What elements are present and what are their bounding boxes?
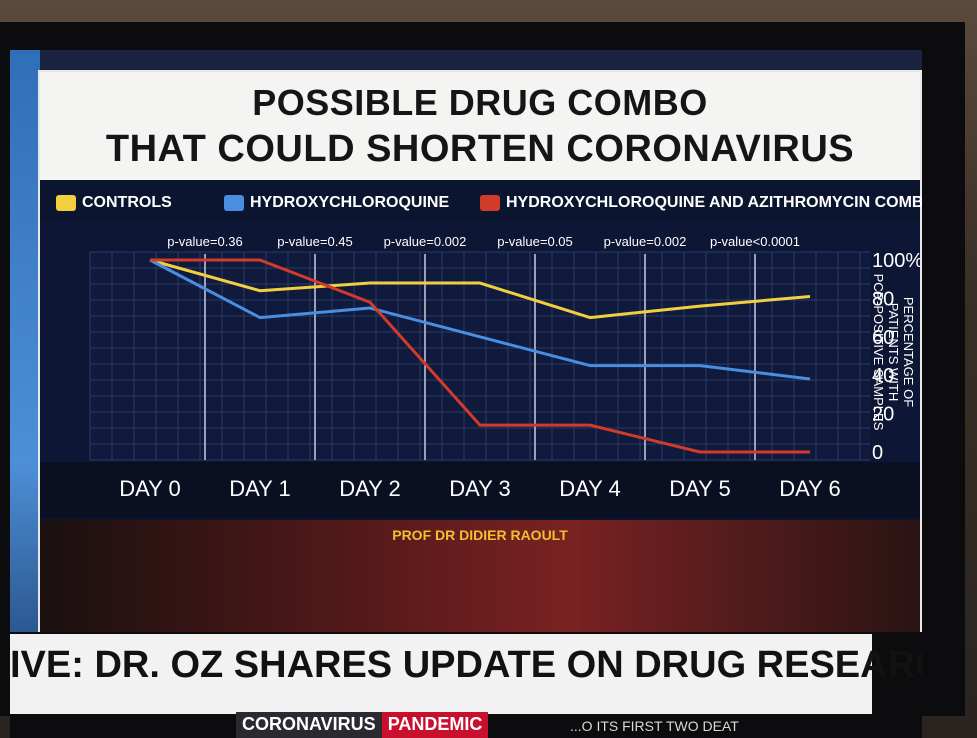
tv-bezel: POSSIBLE DRUG COMBO THAT COULD SHORTEN C… (0, 22, 965, 738)
x-tick-label: DAY 6 (779, 476, 841, 501)
y-axis-label-line: PATIENTS WITH (886, 303, 901, 401)
series-line-hcq (149, 258, 811, 381)
video-strip (40, 520, 920, 632)
legend-label-combo: HYDROXYCHLOROQUINE AND AZITHROMYCIN COMB… (506, 194, 922, 211)
y-tick-label: 80 (872, 288, 894, 310)
x-tick-label: DAY 5 (669, 476, 731, 501)
chart-card: POSSIBLE DRUG COMBO THAT COULD SHORTEN C… (38, 70, 922, 634)
tv-screen: POSSIBLE DRUG COMBO THAT COULD SHORTEN C… (10, 50, 922, 738)
p-value-label: p-value=0.36 (167, 234, 243, 249)
series-line-combo (150, 258, 810, 454)
p-value-label: p-value=0.05 (497, 234, 573, 249)
p-value-label: p-value<0.0001 (710, 234, 800, 249)
sub-ticker: ...O ITS FIRST TWO DEAT (570, 718, 739, 734)
p-value-labels: p-value=0.36 p-value=0.45 p-value=0.002 p-v… (167, 234, 800, 249)
y-axis-label-line: PERCENTAGE OF (901, 297, 916, 407)
y-tick-label: 60 (872, 327, 894, 349)
legend-label-controls: CONTROLS (82, 194, 172, 211)
legend-label-hcq: HYDROXYCHLOROQUINE (250, 194, 450, 211)
legend-swatch-controls (56, 195, 76, 211)
legend-swatch-combo (480, 195, 500, 211)
legend-hcq: HYDROXYCHLOROQUINE (224, 192, 449, 214)
legend: CONTROLS HYDROXYCHLOROQUINE HYDROXYCHLOR… (48, 186, 922, 218)
lower-third: IVE: DR. OZ SHARES UPDATE ON DRUG RESEAR… (10, 632, 922, 738)
title-line-1: POSSIBLE DRUG COMBO (252, 82, 708, 123)
y-tick-labels: 100% 80 60 40 20 0 (872, 250, 920, 464)
p-value-label: p-value=0.45 (277, 234, 353, 249)
p-value-label: p-value=0.002 (604, 234, 687, 249)
legend-combo: HYDROXYCHLOROQUINE AND AZITHROMYCIN COMB… (480, 192, 922, 214)
y-axis-label-line: PCR-POSITIVE SAMPLES (871, 274, 886, 431)
series-lines (149, 258, 811, 454)
screen-left-strip (10, 50, 40, 738)
headline-bar: IVE: DR. OZ SHARES UPDATE ON DRUG RESEAR… (10, 634, 922, 714)
x-tick-label: DAY 4 (559, 476, 621, 501)
legend-controls: CONTROLS (56, 192, 172, 214)
title-line-2: THAT COULD SHORTEN CORONAVIRUS (105, 128, 855, 170)
title-box: POSSIBLE DRUG COMBO THAT COULD SHORTEN C… (40, 72, 920, 180)
source-credit: PROF DR DIDIER RAOULT (392, 527, 568, 543)
p-value-label: p-value=0.002 (384, 234, 467, 249)
y-tick-label: 100% (872, 250, 920, 272)
y-tick-label: 0 (872, 442, 883, 464)
line-chart: p-value=0.36 p-value=0.45 p-value=0.002 p-v… (40, 222, 920, 518)
legend-swatch-hcq (224, 195, 244, 211)
series-line-controls (149, 258, 811, 320)
y-tick-label: 20 (872, 404, 894, 426)
headline-text: IVE: DR. OZ SHARES UPDATE ON DRUG RESEAR… (10, 644, 922, 686)
x-axis-band (40, 462, 920, 518)
x-tick-label: DAY 2 (339, 476, 401, 501)
x-tick-label: DAY 0 (119, 476, 181, 501)
x-tick-labels: DAY 0 DAY 1 DAY 2 DAY 3 DAY 4 DAY 5 DAY 6 (40, 462, 920, 518)
y-tick-label: 40 (872, 365, 894, 387)
x-tick-label: DAY 3 (449, 476, 511, 501)
x-tick-label: DAY 1 (229, 476, 291, 501)
